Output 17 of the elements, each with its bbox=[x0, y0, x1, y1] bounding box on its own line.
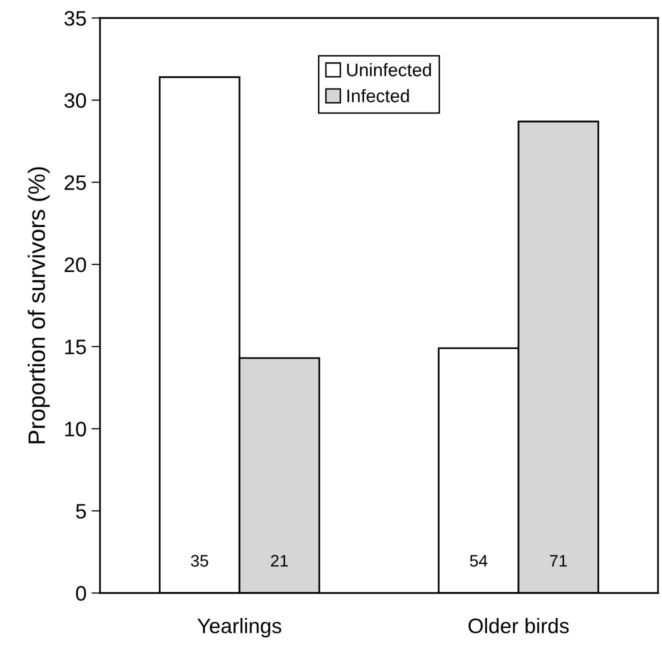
legend-label: Infected bbox=[347, 89, 409, 102]
annotation: 71 bbox=[550, 555, 567, 567]
y-tick-label: 5 bbox=[76, 504, 86, 519]
annotation: 54 bbox=[470, 555, 488, 567]
y-tick-label: 25 bbox=[64, 175, 86, 190]
y-tick-label: 30 bbox=[64, 93, 86, 108]
annotation: 35 bbox=[190, 554, 208, 567]
y-tick-label: 0 bbox=[76, 586, 86, 601]
x-tick-label: Older birds bbox=[468, 618, 569, 634]
annotation: 21 bbox=[270, 554, 288, 567]
x-tick-label: Yearlings bbox=[197, 618, 282, 638]
legend-label: Uninfected bbox=[347, 63, 431, 76]
y-tick-label: 15 bbox=[65, 340, 86, 354]
y-axis-title: Proportion of survivors (%) bbox=[28, 167, 50, 444]
y-tick-label: 20 bbox=[64, 257, 86, 272]
y-tick-label: 35 bbox=[64, 11, 86, 26]
y-tick-label: 10 bbox=[65, 422, 86, 436]
